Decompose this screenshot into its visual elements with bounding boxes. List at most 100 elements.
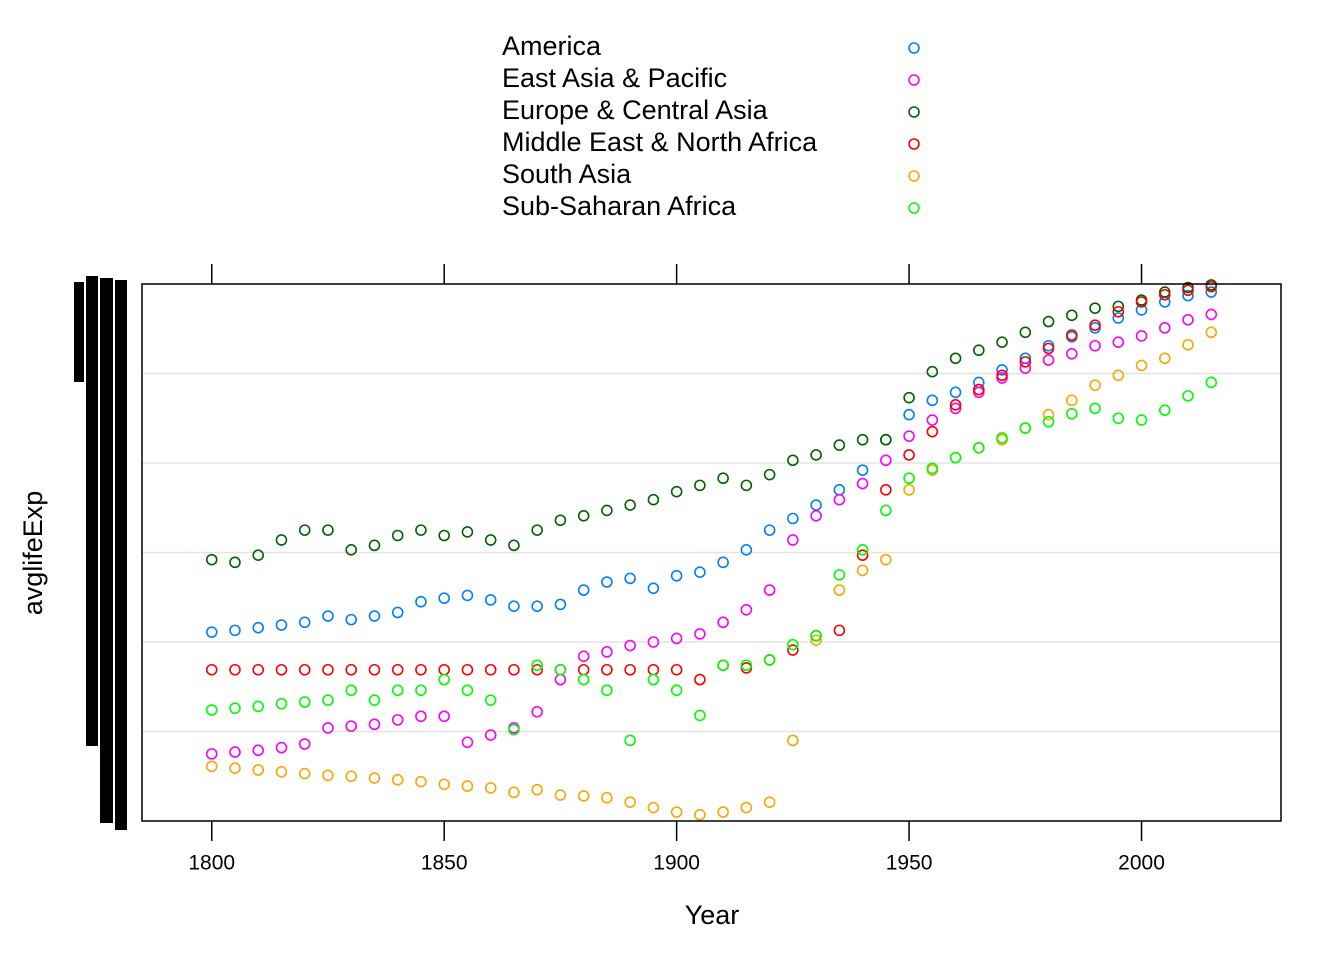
point (252, 621, 265, 634)
point (1042, 342, 1055, 355)
point (856, 544, 869, 556)
point (391, 774, 404, 786)
point (926, 462, 939, 475)
point (391, 529, 404, 542)
point (531, 600, 543, 613)
point (205, 704, 218, 716)
point (647, 582, 660, 595)
point (996, 336, 1008, 348)
point (670, 684, 683, 697)
point (624, 639, 636, 652)
point (926, 425, 939, 438)
x-tick-label: 1800 (188, 852, 235, 875)
point (903, 484, 915, 496)
y-axis-label: avglifeExp (18, 491, 48, 616)
point (903, 391, 915, 404)
point (717, 472, 729, 485)
point (856, 549, 869, 561)
point (833, 439, 846, 451)
point (368, 718, 381, 731)
clutter (86, 276, 98, 746)
point (205, 663, 218, 676)
point (903, 472, 915, 485)
legend-marker (908, 170, 920, 182)
point (1065, 309, 1078, 322)
clutter (115, 280, 127, 830)
point (763, 584, 776, 596)
point (438, 673, 450, 686)
point (810, 634, 822, 647)
point (856, 564, 869, 577)
point (577, 790, 590, 802)
point (1112, 305, 1125, 318)
point (880, 433, 892, 446)
point (903, 430, 915, 442)
point (647, 636, 660, 648)
point (624, 734, 636, 747)
point (1135, 359, 1148, 372)
point (717, 556, 729, 569)
point (1042, 416, 1055, 428)
point (438, 529, 450, 542)
point (856, 433, 869, 446)
point (1205, 326, 1218, 339)
point (298, 767, 311, 780)
point (322, 524, 334, 536)
point (694, 673, 706, 686)
x-tick-label: 2000 (1118, 852, 1165, 875)
point (322, 769, 334, 782)
point (531, 659, 543, 672)
point (461, 780, 474, 792)
point (229, 624, 241, 637)
point (531, 783, 543, 796)
point (205, 748, 218, 760)
point (694, 628, 706, 640)
point (229, 746, 241, 758)
point (577, 510, 590, 522)
point (508, 723, 520, 736)
point (275, 619, 288, 631)
point (298, 696, 311, 708)
point (484, 782, 497, 794)
point (415, 663, 427, 676)
point (461, 663, 474, 676)
point (1205, 286, 1218, 298)
point (1135, 330, 1148, 342)
point (949, 402, 962, 415)
point (1042, 408, 1055, 421)
clutter (74, 282, 84, 382)
point (484, 729, 497, 741)
point (577, 584, 590, 596)
point (438, 710, 450, 723)
x-tick-label: 1900 (653, 852, 700, 875)
point (1089, 302, 1101, 314)
point (252, 764, 265, 776)
point (391, 663, 404, 676)
point (577, 650, 590, 663)
point (903, 408, 915, 421)
point (624, 663, 636, 676)
point (694, 566, 706, 578)
point (1042, 315, 1055, 328)
point (740, 544, 753, 556)
legend-label: South Asia (502, 159, 632, 189)
point (973, 344, 985, 357)
point (949, 399, 962, 411)
series (205, 279, 1218, 569)
point (670, 569, 683, 582)
point (1112, 412, 1125, 425)
point (763, 524, 776, 536)
point (717, 806, 729, 818)
point (833, 624, 846, 637)
point (740, 603, 753, 616)
point (275, 534, 288, 546)
point (484, 594, 497, 606)
point (508, 663, 520, 676)
point (1089, 319, 1101, 331)
point (531, 663, 543, 676)
point (368, 772, 381, 784)
point (973, 383, 985, 396)
point (996, 432, 1008, 444)
point (368, 539, 381, 552)
